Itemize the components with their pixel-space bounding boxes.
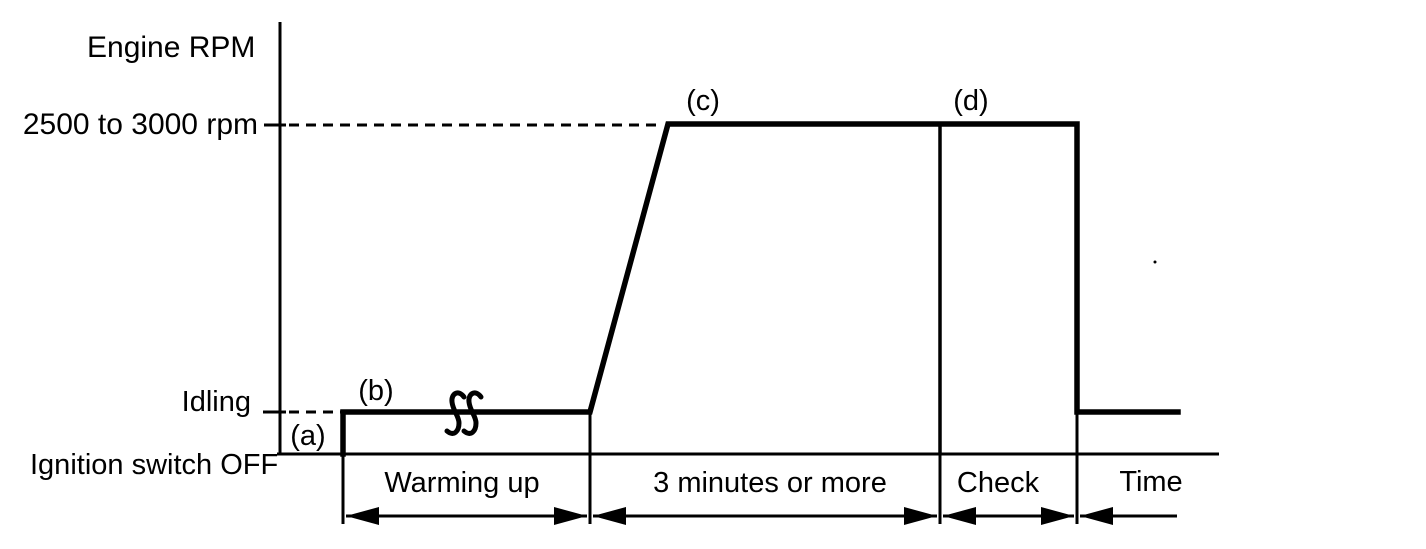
marker-d-label: (d) <box>953 85 988 117</box>
time-break-symbol <box>444 390 484 436</box>
time-break-squiggle-right <box>461 390 484 436</box>
ignition-off-label: Ignition switch OFF <box>30 449 278 481</box>
phase-3-minutes-label: 3 minutes or more <box>653 467 887 499</box>
phase-warming-up-label: Warming up <box>384 467 539 499</box>
marker-b-label: (b) <box>358 375 393 407</box>
arrowhead-left-icon <box>346 507 379 525</box>
arrowhead-right-icon <box>1041 507 1074 525</box>
rpm-level-label: 2500 to 3000 rpm <box>23 108 258 141</box>
arrowhead-left-icon <box>1080 507 1113 525</box>
arrowhead-left-icon <box>593 507 626 525</box>
scan-speck <box>1153 260 1157 264</box>
dimension-arrow-warming-up <box>346 507 587 525</box>
marker-a-label: (a) <box>290 420 325 452</box>
dimension-arrow-time <box>1080 507 1177 525</box>
dimension-arrow-3-minutes <box>593 507 937 525</box>
arrowhead-left-icon <box>943 507 976 525</box>
phase-check-label: Check <box>957 467 1040 499</box>
dimension-arrow-check <box>943 507 1074 525</box>
idling-level-label: Idling <box>182 386 251 418</box>
y-axis-label: Engine RPM <box>87 31 255 64</box>
marker-c-label: (c) <box>686 85 720 117</box>
x-axis-time-label: Time <box>1119 466 1182 498</box>
arrowhead-right-icon <box>904 507 937 525</box>
time-break-squiggle-left <box>444 390 467 436</box>
arrowhead-right-icon <box>554 507 587 525</box>
